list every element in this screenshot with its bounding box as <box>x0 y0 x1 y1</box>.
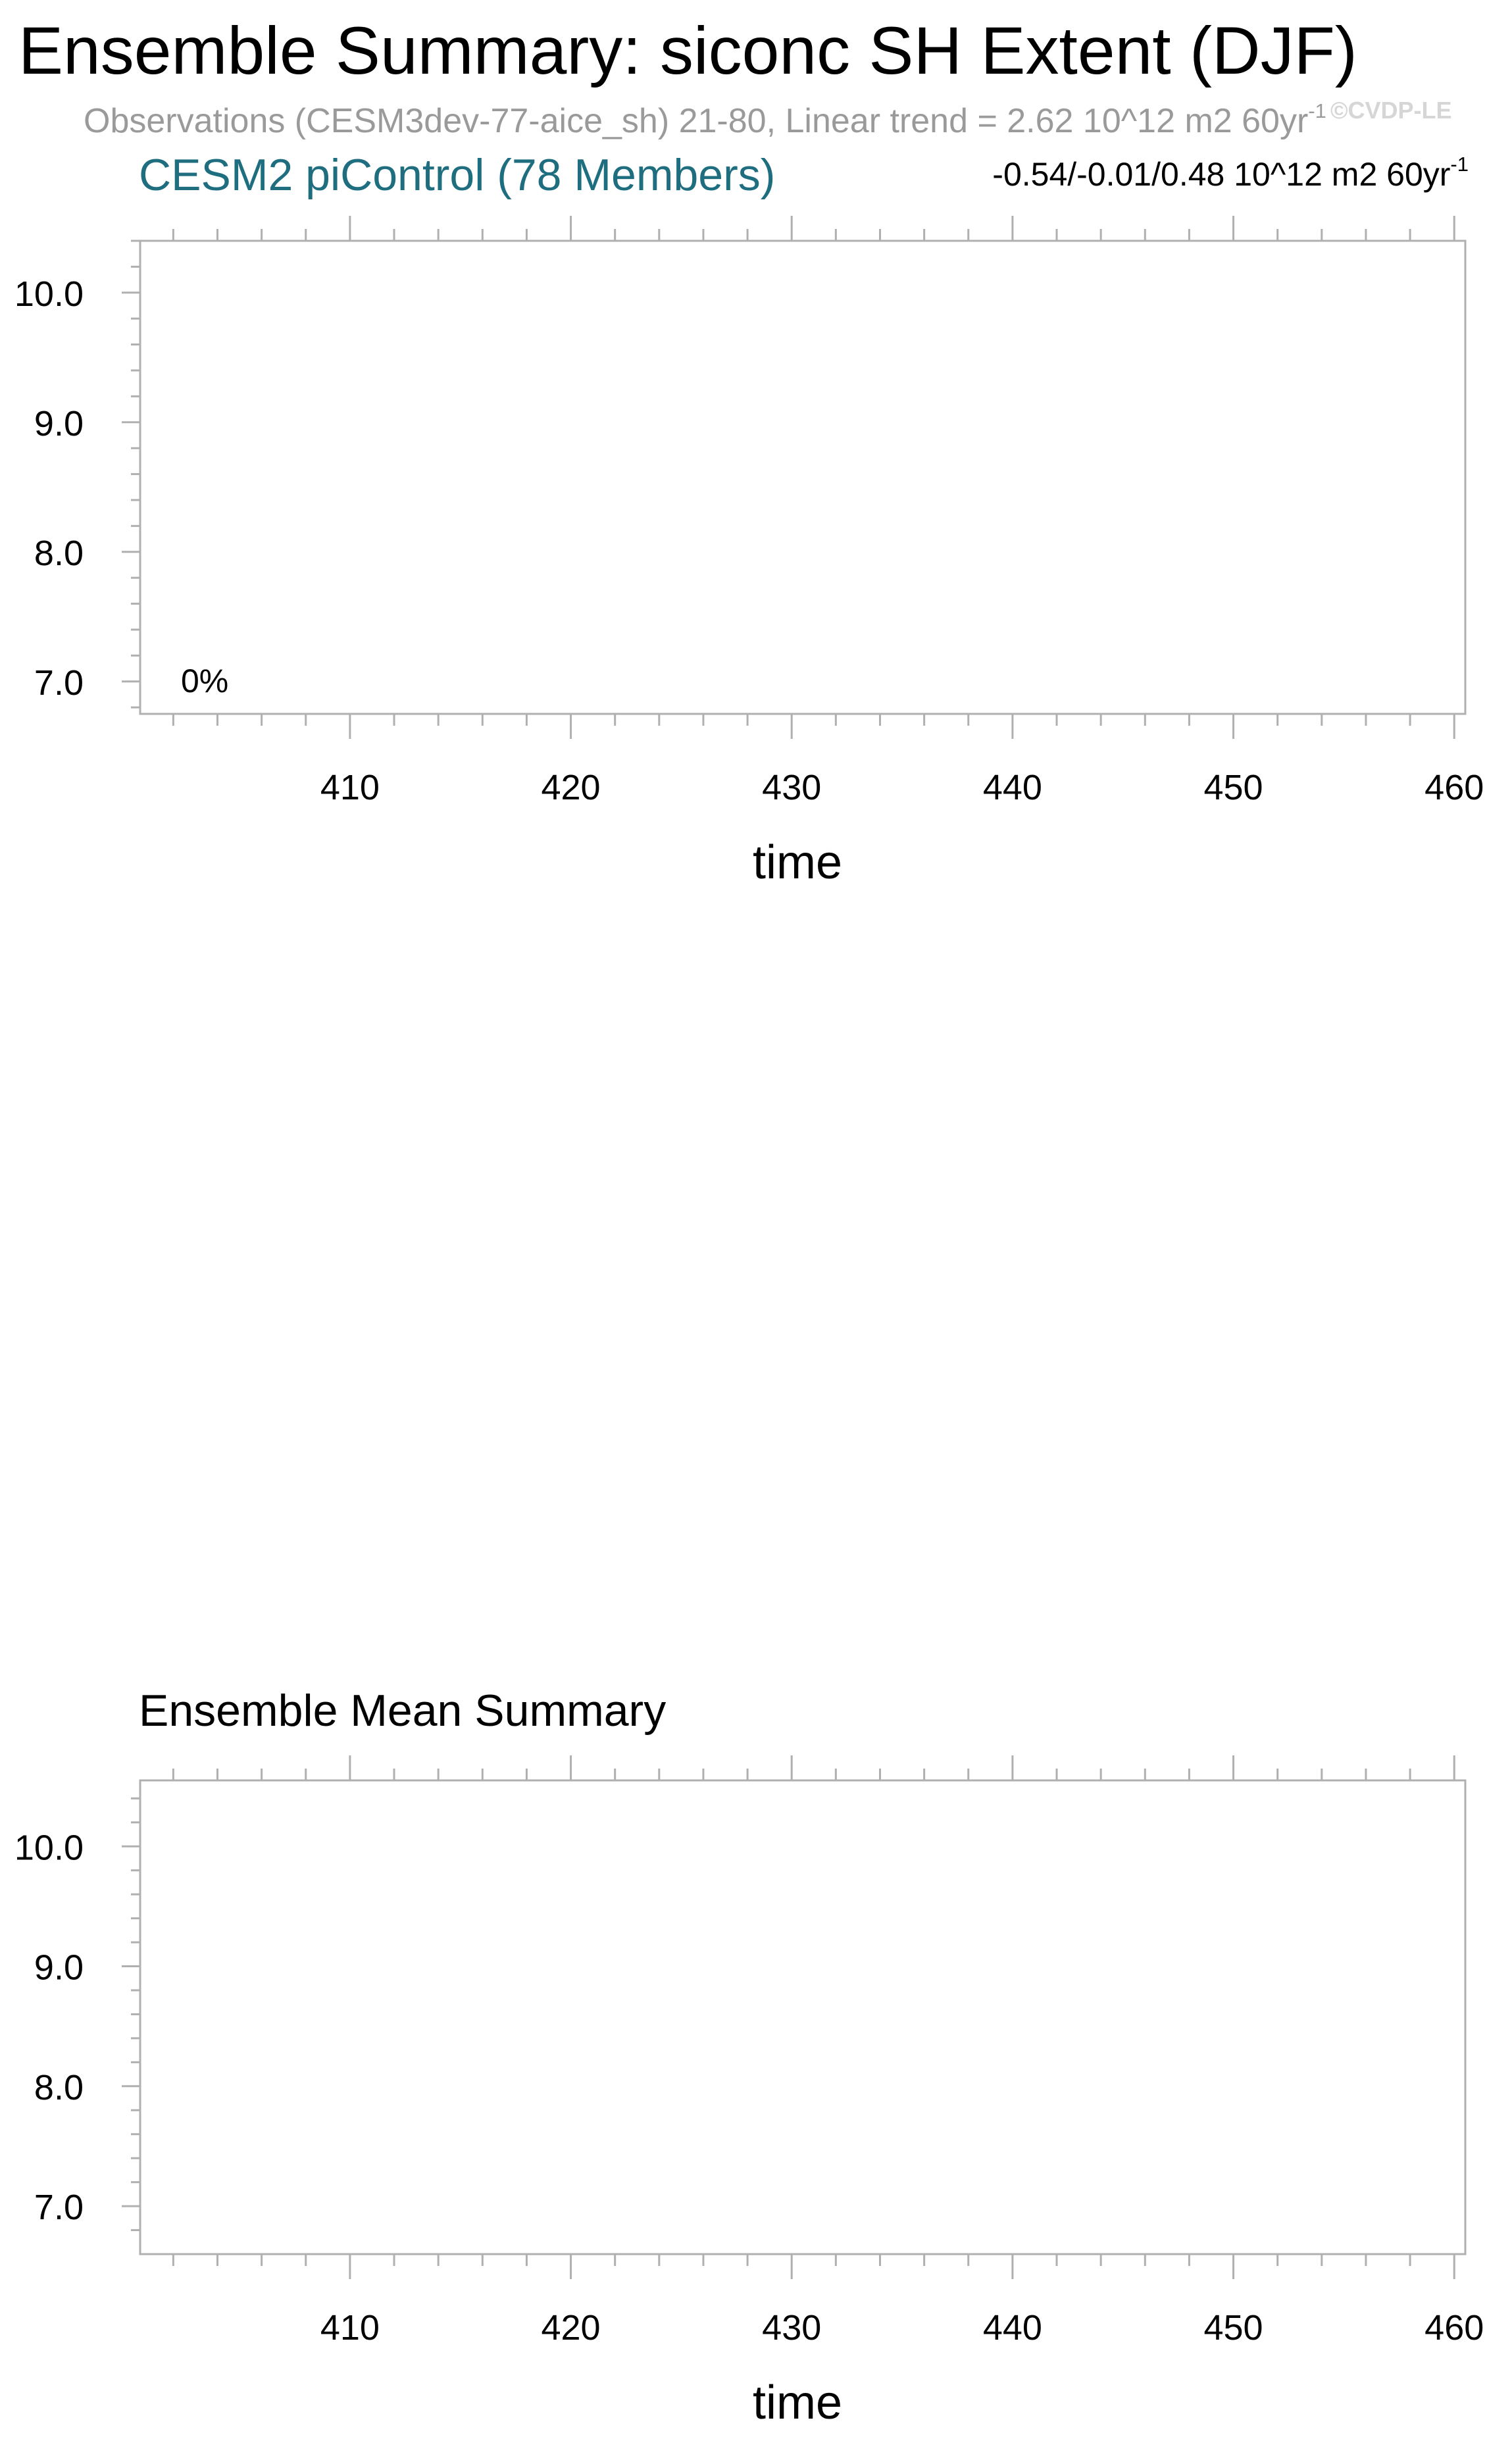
percent-label: 0% <box>181 663 228 699</box>
observations-subtitle: Observations (CESM3dev-77-aice_sh) 21-80… <box>84 101 1326 140</box>
x-tick-label: 430 <box>762 2308 821 2348</box>
ensemble-mean-title: Ensemble Mean Summary <box>139 1686 667 1736</box>
y-tick-label: 10.0 <box>14 1828 84 1867</box>
figure-title: Ensemble Summary: siconc SH Extent (DJF) <box>18 13 1357 88</box>
y-tick-label: 7.0 <box>34 2188 84 2227</box>
x-tick-label: 410 <box>320 768 380 807</box>
x-tick-label: 460 <box>1424 2308 1484 2348</box>
y-tick-label: 9.0 <box>34 404 84 443</box>
trend-range: -0.54/-0.01/0.48 10^12 m2 60yr-1 <box>992 154 1469 193</box>
observations-subtitle-text: Observations (CESM3dev-77-aice_sh) 21-80… <box>84 102 1309 140</box>
y-tick-label: 8.0 <box>34 2068 84 2107</box>
x-tick-label: 430 <box>762 768 821 807</box>
x-tick-label: 440 <box>983 768 1042 807</box>
x-axis-label: time <box>753 2376 842 2429</box>
trend-range-superscript: -1 <box>1450 153 1469 176</box>
x-tick-label: 450 <box>1203 2308 1263 2348</box>
ensemble-mean-chart: 410 420 430 440 450 460 7.0 8.0 9.0 10.0 time <box>14 1755 1484 2429</box>
x-axis-label: time <box>753 836 842 889</box>
model-title: CESM2 piControl (78 Members) <box>139 150 776 200</box>
plot-frame <box>139 239 1467 715</box>
plot-frame <box>139 1779 1467 2255</box>
x-tick-label: 450 <box>1203 768 1263 807</box>
watermark: ©CVDP-LE <box>1330 97 1452 124</box>
y-tick-label: 8.0 <box>34 534 84 573</box>
y-tick-label: 7.0 <box>34 663 84 703</box>
x-tick-label: 410 <box>320 2308 380 2348</box>
y-tick-label: 10.0 <box>14 274 84 314</box>
y-tick-label: 9.0 <box>34 1948 84 1988</box>
x-tick-label: 440 <box>983 2308 1042 2348</box>
x-tick-label: 460 <box>1424 768 1484 807</box>
observations-subtitle-superscript: -1 <box>1308 99 1326 122</box>
trend-range-text: -0.54/-0.01/0.48 10^12 m2 60yr <box>992 156 1451 193</box>
ensemble-summary-chart: 410 420 430 440 450 460 7.0 8.0 9.0 10.0 time 0% <box>14 216 1484 889</box>
x-tick-label: 420 <box>541 768 600 807</box>
x-tick-label: 420 <box>541 2308 600 2348</box>
